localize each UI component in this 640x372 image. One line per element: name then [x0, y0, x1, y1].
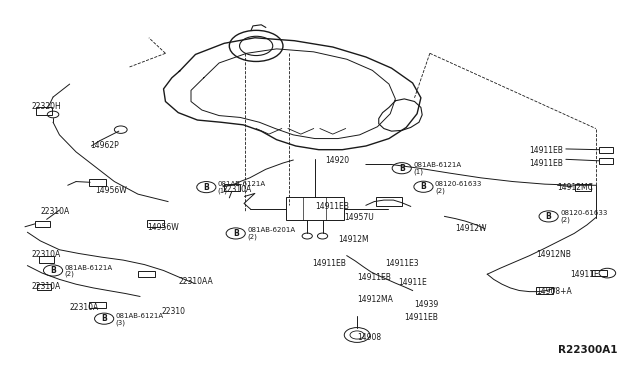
Text: 14956W: 14956W — [95, 186, 127, 195]
Text: B: B — [399, 164, 404, 173]
FancyBboxPatch shape — [285, 198, 344, 221]
Text: 14912MA: 14912MA — [357, 295, 393, 304]
Text: 22310A: 22310A — [40, 208, 70, 217]
Text: 14920: 14920 — [325, 156, 349, 165]
Bar — [90, 179, 106, 186]
Text: 14911E3: 14911E3 — [385, 259, 419, 268]
Text: B: B — [101, 314, 107, 323]
Text: 14911EB: 14911EB — [357, 273, 391, 282]
Text: 14912MC: 14912MC — [557, 183, 593, 192]
Text: B: B — [546, 212, 552, 221]
Text: 14911EB: 14911EB — [315, 202, 349, 211]
Text: (2): (2) — [560, 217, 570, 223]
Bar — [147, 220, 164, 227]
Text: (3): (3) — [116, 319, 125, 326]
Text: 081AB-6121A: 081AB-6121A — [65, 264, 113, 270]
Text: 22310A: 22310A — [223, 185, 252, 194]
Text: 14911E: 14911E — [398, 278, 427, 287]
Text: 14911EB: 14911EB — [529, 146, 563, 155]
Bar — [575, 185, 591, 190]
Bar — [39, 256, 54, 263]
Text: B: B — [50, 266, 56, 275]
Bar — [90, 302, 106, 308]
Bar — [599, 147, 613, 153]
Text: (2): (2) — [435, 187, 445, 194]
Text: 14911EB: 14911EB — [312, 259, 346, 267]
Text: 22320H: 22320H — [31, 102, 61, 111]
Text: 14956W: 14956W — [148, 223, 179, 232]
Bar — [376, 198, 402, 206]
Text: 14912W: 14912W — [456, 224, 487, 233]
Text: 14911EB: 14911EB — [529, 159, 563, 168]
Bar — [599, 158, 613, 164]
Text: (1): (1) — [218, 187, 228, 194]
Text: 081AB-6121A: 081AB-6121A — [218, 181, 266, 187]
Text: 22310AA: 22310AA — [178, 277, 213, 286]
Bar — [536, 287, 553, 294]
Text: 14912NB: 14912NB — [536, 250, 571, 259]
Text: 081AB-6121A: 081AB-6121A — [116, 313, 164, 319]
Text: 14962P: 14962P — [90, 141, 119, 151]
Text: 08120-61633: 08120-61633 — [435, 181, 483, 187]
Text: 14912M: 14912M — [338, 235, 369, 244]
Text: R22300A1: R22300A1 — [557, 345, 617, 355]
Bar — [35, 221, 49, 227]
Bar — [36, 284, 51, 290]
Text: 14908: 14908 — [357, 333, 381, 342]
Text: 22310A: 22310A — [31, 250, 61, 259]
Text: 14911E: 14911E — [570, 270, 599, 279]
Text: 14939: 14939 — [415, 300, 439, 309]
Text: (2): (2) — [65, 271, 74, 278]
Text: 08120-61633: 08120-61633 — [560, 211, 607, 217]
Text: 14908+A: 14908+A — [536, 287, 572, 296]
Text: 22310A: 22310A — [31, 282, 61, 291]
Text: (2): (2) — [247, 234, 257, 240]
Bar — [36, 107, 52, 115]
Bar — [223, 185, 240, 191]
Bar — [593, 270, 607, 276]
Text: 14911EB: 14911EB — [404, 313, 438, 322]
Text: B: B — [420, 182, 426, 191]
Bar — [138, 271, 155, 278]
Text: B: B — [233, 229, 239, 238]
Text: 22310A: 22310A — [70, 303, 99, 312]
Text: B: B — [204, 183, 209, 192]
Text: 14957U: 14957U — [344, 213, 374, 222]
Text: 22310: 22310 — [162, 307, 186, 316]
Text: 081AB-6121A: 081AB-6121A — [413, 162, 461, 168]
Text: 081AB-6201A: 081AB-6201A — [247, 227, 295, 234]
Text: (1): (1) — [413, 169, 423, 175]
